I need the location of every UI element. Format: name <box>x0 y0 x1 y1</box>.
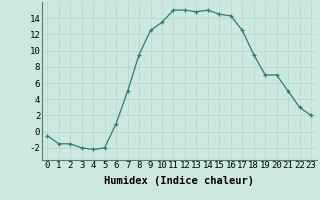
X-axis label: Humidex (Indice chaleur): Humidex (Indice chaleur) <box>104 176 254 186</box>
